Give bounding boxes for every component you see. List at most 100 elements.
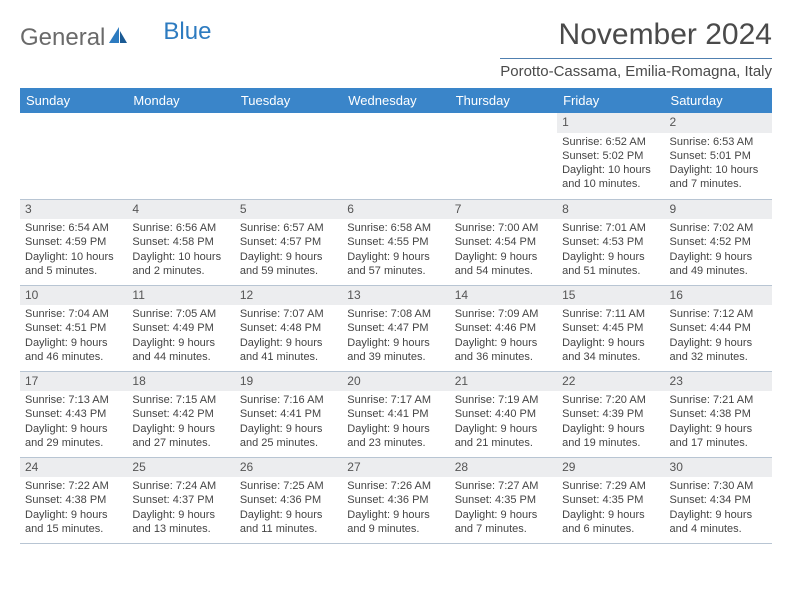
calendar-day-cell: 19Sunrise: 7:16 AMSunset: 4:41 PMDayligh…	[235, 371, 342, 457]
day-number: 26	[235, 458, 342, 478]
sunset-text: Sunset: 4:58 PM	[132, 235, 229, 249]
sunset-text: Sunset: 4:44 PM	[670, 321, 767, 335]
sunrise-text: Sunrise: 7:27 AM	[455, 479, 552, 493]
calendar-day-cell: 4Sunrise: 6:56 AMSunset: 4:58 PMDaylight…	[127, 199, 234, 285]
calendar-day-cell: 26Sunrise: 7:25 AMSunset: 4:36 PMDayligh…	[235, 457, 342, 543]
day-number: 17	[20, 372, 127, 392]
sunrise-text: Sunrise: 7:21 AM	[670, 393, 767, 407]
day-details: Sunrise: 7:29 AMSunset: 4:35 PMDaylight:…	[557, 477, 664, 540]
day-number: 30	[665, 458, 772, 478]
day-details: Sunrise: 6:52 AMSunset: 5:02 PMDaylight:…	[557, 133, 664, 196]
calendar-day-cell: 14Sunrise: 7:09 AMSunset: 4:46 PMDayligh…	[450, 285, 557, 371]
sunrise-text: Sunrise: 7:13 AM	[25, 393, 122, 407]
calendar-day-cell: 11Sunrise: 7:05 AMSunset: 4:49 PMDayligh…	[127, 285, 234, 371]
sunset-text: Sunset: 4:39 PM	[562, 407, 659, 421]
day-details: Sunrise: 6:57 AMSunset: 4:57 PMDaylight:…	[235, 219, 342, 282]
sunset-text: Sunset: 4:54 PM	[455, 235, 552, 249]
day-number: 29	[557, 458, 664, 478]
day-number: 10	[20, 286, 127, 306]
day-number: 5	[235, 200, 342, 220]
sunset-text: Sunset: 4:35 PM	[455, 493, 552, 507]
day-number: 12	[235, 286, 342, 306]
daylight-text: Daylight: 10 hours and 10 minutes.	[562, 163, 659, 192]
calendar-day-cell: 3Sunrise: 6:54 AMSunset: 4:59 PMDaylight…	[20, 199, 127, 285]
sunrise-text: Sunrise: 7:22 AM	[25, 479, 122, 493]
calendar-day-cell	[20, 113, 127, 199]
day-number: 27	[342, 458, 449, 478]
daylight-text: Daylight: 9 hours and 51 minutes.	[562, 250, 659, 279]
sunset-text: Sunset: 4:41 PM	[240, 407, 337, 421]
daylight-text: Daylight: 9 hours and 44 minutes.	[132, 336, 229, 365]
day-header-row: Sunday Monday Tuesday Wednesday Thursday…	[20, 88, 772, 113]
sunset-text: Sunset: 4:46 PM	[455, 321, 552, 335]
day-details: Sunrise: 7:21 AMSunset: 4:38 PMDaylight:…	[665, 391, 772, 454]
day-number: 1	[557, 113, 664, 133]
sunset-text: Sunset: 4:42 PM	[132, 407, 229, 421]
day-details: Sunrise: 7:25 AMSunset: 4:36 PMDaylight:…	[235, 477, 342, 540]
header: General Blue November 2024 Porotto-Cassa…	[20, 18, 772, 80]
daylight-text: Daylight: 9 hours and 13 minutes.	[132, 508, 229, 537]
calendar-week-row: 3Sunrise: 6:54 AMSunset: 4:59 PMDaylight…	[20, 199, 772, 285]
day-details: Sunrise: 7:12 AMSunset: 4:44 PMDaylight:…	[665, 305, 772, 368]
day-details: Sunrise: 7:16 AMSunset: 4:41 PMDaylight:…	[235, 391, 342, 454]
daylight-text: Daylight: 9 hours and 27 minutes.	[132, 422, 229, 451]
sunset-text: Sunset: 4:35 PM	[562, 493, 659, 507]
day-details: Sunrise: 6:53 AMSunset: 5:01 PMDaylight:…	[665, 133, 772, 196]
day-details: Sunrise: 7:00 AMSunset: 4:54 PMDaylight:…	[450, 219, 557, 282]
sunrise-text: Sunrise: 6:57 AM	[240, 221, 337, 235]
calendar-day-cell: 5Sunrise: 6:57 AMSunset: 4:57 PMDaylight…	[235, 199, 342, 285]
sunset-text: Sunset: 4:51 PM	[25, 321, 122, 335]
logo-sail-icon	[107, 24, 129, 52]
calendar-day-cell: 6Sunrise: 6:58 AMSunset: 4:55 PMDaylight…	[342, 199, 449, 285]
sunset-text: Sunset: 4:52 PM	[670, 235, 767, 249]
day-number: 15	[557, 286, 664, 306]
day-details: Sunrise: 7:07 AMSunset: 4:48 PMDaylight:…	[235, 305, 342, 368]
calendar-day-cell: 1Sunrise: 6:52 AMSunset: 5:02 PMDaylight…	[557, 113, 664, 199]
sunset-text: Sunset: 4:45 PM	[562, 321, 659, 335]
daylight-text: Daylight: 10 hours and 2 minutes.	[132, 250, 229, 279]
calendar-day-cell: 24Sunrise: 7:22 AMSunset: 4:38 PMDayligh…	[20, 457, 127, 543]
day-number: 24	[20, 458, 127, 478]
sunset-text: Sunset: 4:41 PM	[347, 407, 444, 421]
calendar-day-cell: 21Sunrise: 7:19 AMSunset: 4:40 PMDayligh…	[450, 371, 557, 457]
day-number: 22	[557, 372, 664, 392]
logo: General Blue	[20, 18, 211, 52]
day-details: Sunrise: 7:04 AMSunset: 4:51 PMDaylight:…	[20, 305, 127, 368]
day-details: Sunrise: 7:11 AMSunset: 4:45 PMDaylight:…	[557, 305, 664, 368]
day-number: 6	[342, 200, 449, 220]
logo-text-blue: Blue	[163, 18, 211, 46]
calendar-day-cell: 16Sunrise: 7:12 AMSunset: 4:44 PMDayligh…	[665, 285, 772, 371]
day-header: Monday	[127, 88, 234, 113]
sunrise-text: Sunrise: 7:02 AM	[670, 221, 767, 235]
day-header: Friday	[557, 88, 664, 113]
daylight-text: Daylight: 9 hours and 23 minutes.	[347, 422, 444, 451]
calendar-day-cell: 20Sunrise: 7:17 AMSunset: 4:41 PMDayligh…	[342, 371, 449, 457]
sunset-text: Sunset: 4:36 PM	[347, 493, 444, 507]
day-details: Sunrise: 7:27 AMSunset: 4:35 PMDaylight:…	[450, 477, 557, 540]
sunrise-text: Sunrise: 7:25 AM	[240, 479, 337, 493]
calendar-day-cell: 18Sunrise: 7:15 AMSunset: 4:42 PMDayligh…	[127, 371, 234, 457]
day-details: Sunrise: 7:30 AMSunset: 4:34 PMDaylight:…	[665, 477, 772, 540]
day-number: 20	[342, 372, 449, 392]
calendar-day-cell: 15Sunrise: 7:11 AMSunset: 4:45 PMDayligh…	[557, 285, 664, 371]
sunrise-text: Sunrise: 7:17 AM	[347, 393, 444, 407]
daylight-text: Daylight: 9 hours and 15 minutes.	[25, 508, 122, 537]
calendar-day-cell: 30Sunrise: 7:30 AMSunset: 4:34 PMDayligh…	[665, 457, 772, 543]
calendar-day-cell: 13Sunrise: 7:08 AMSunset: 4:47 PMDayligh…	[342, 285, 449, 371]
day-number: 16	[665, 286, 772, 306]
sunset-text: Sunset: 4:49 PM	[132, 321, 229, 335]
daylight-text: Daylight: 9 hours and 46 minutes.	[25, 336, 122, 365]
daylight-text: Daylight: 9 hours and 4 minutes.	[670, 508, 767, 537]
sunset-text: Sunset: 4:57 PM	[240, 235, 337, 249]
calendar-day-cell	[127, 113, 234, 199]
calendar-week-row: 1Sunrise: 6:52 AMSunset: 5:02 PMDaylight…	[20, 113, 772, 199]
sunrise-text: Sunrise: 6:52 AM	[562, 135, 659, 149]
day-number: 9	[665, 200, 772, 220]
daylight-text: Daylight: 9 hours and 57 minutes.	[347, 250, 444, 279]
day-details: Sunrise: 7:20 AMSunset: 4:39 PMDaylight:…	[557, 391, 664, 454]
day-details: Sunrise: 7:01 AMSunset: 4:53 PMDaylight:…	[557, 219, 664, 282]
sunset-text: Sunset: 4:59 PM	[25, 235, 122, 249]
day-number: 28	[450, 458, 557, 478]
daylight-text: Daylight: 9 hours and 41 minutes.	[240, 336, 337, 365]
day-number: 13	[342, 286, 449, 306]
